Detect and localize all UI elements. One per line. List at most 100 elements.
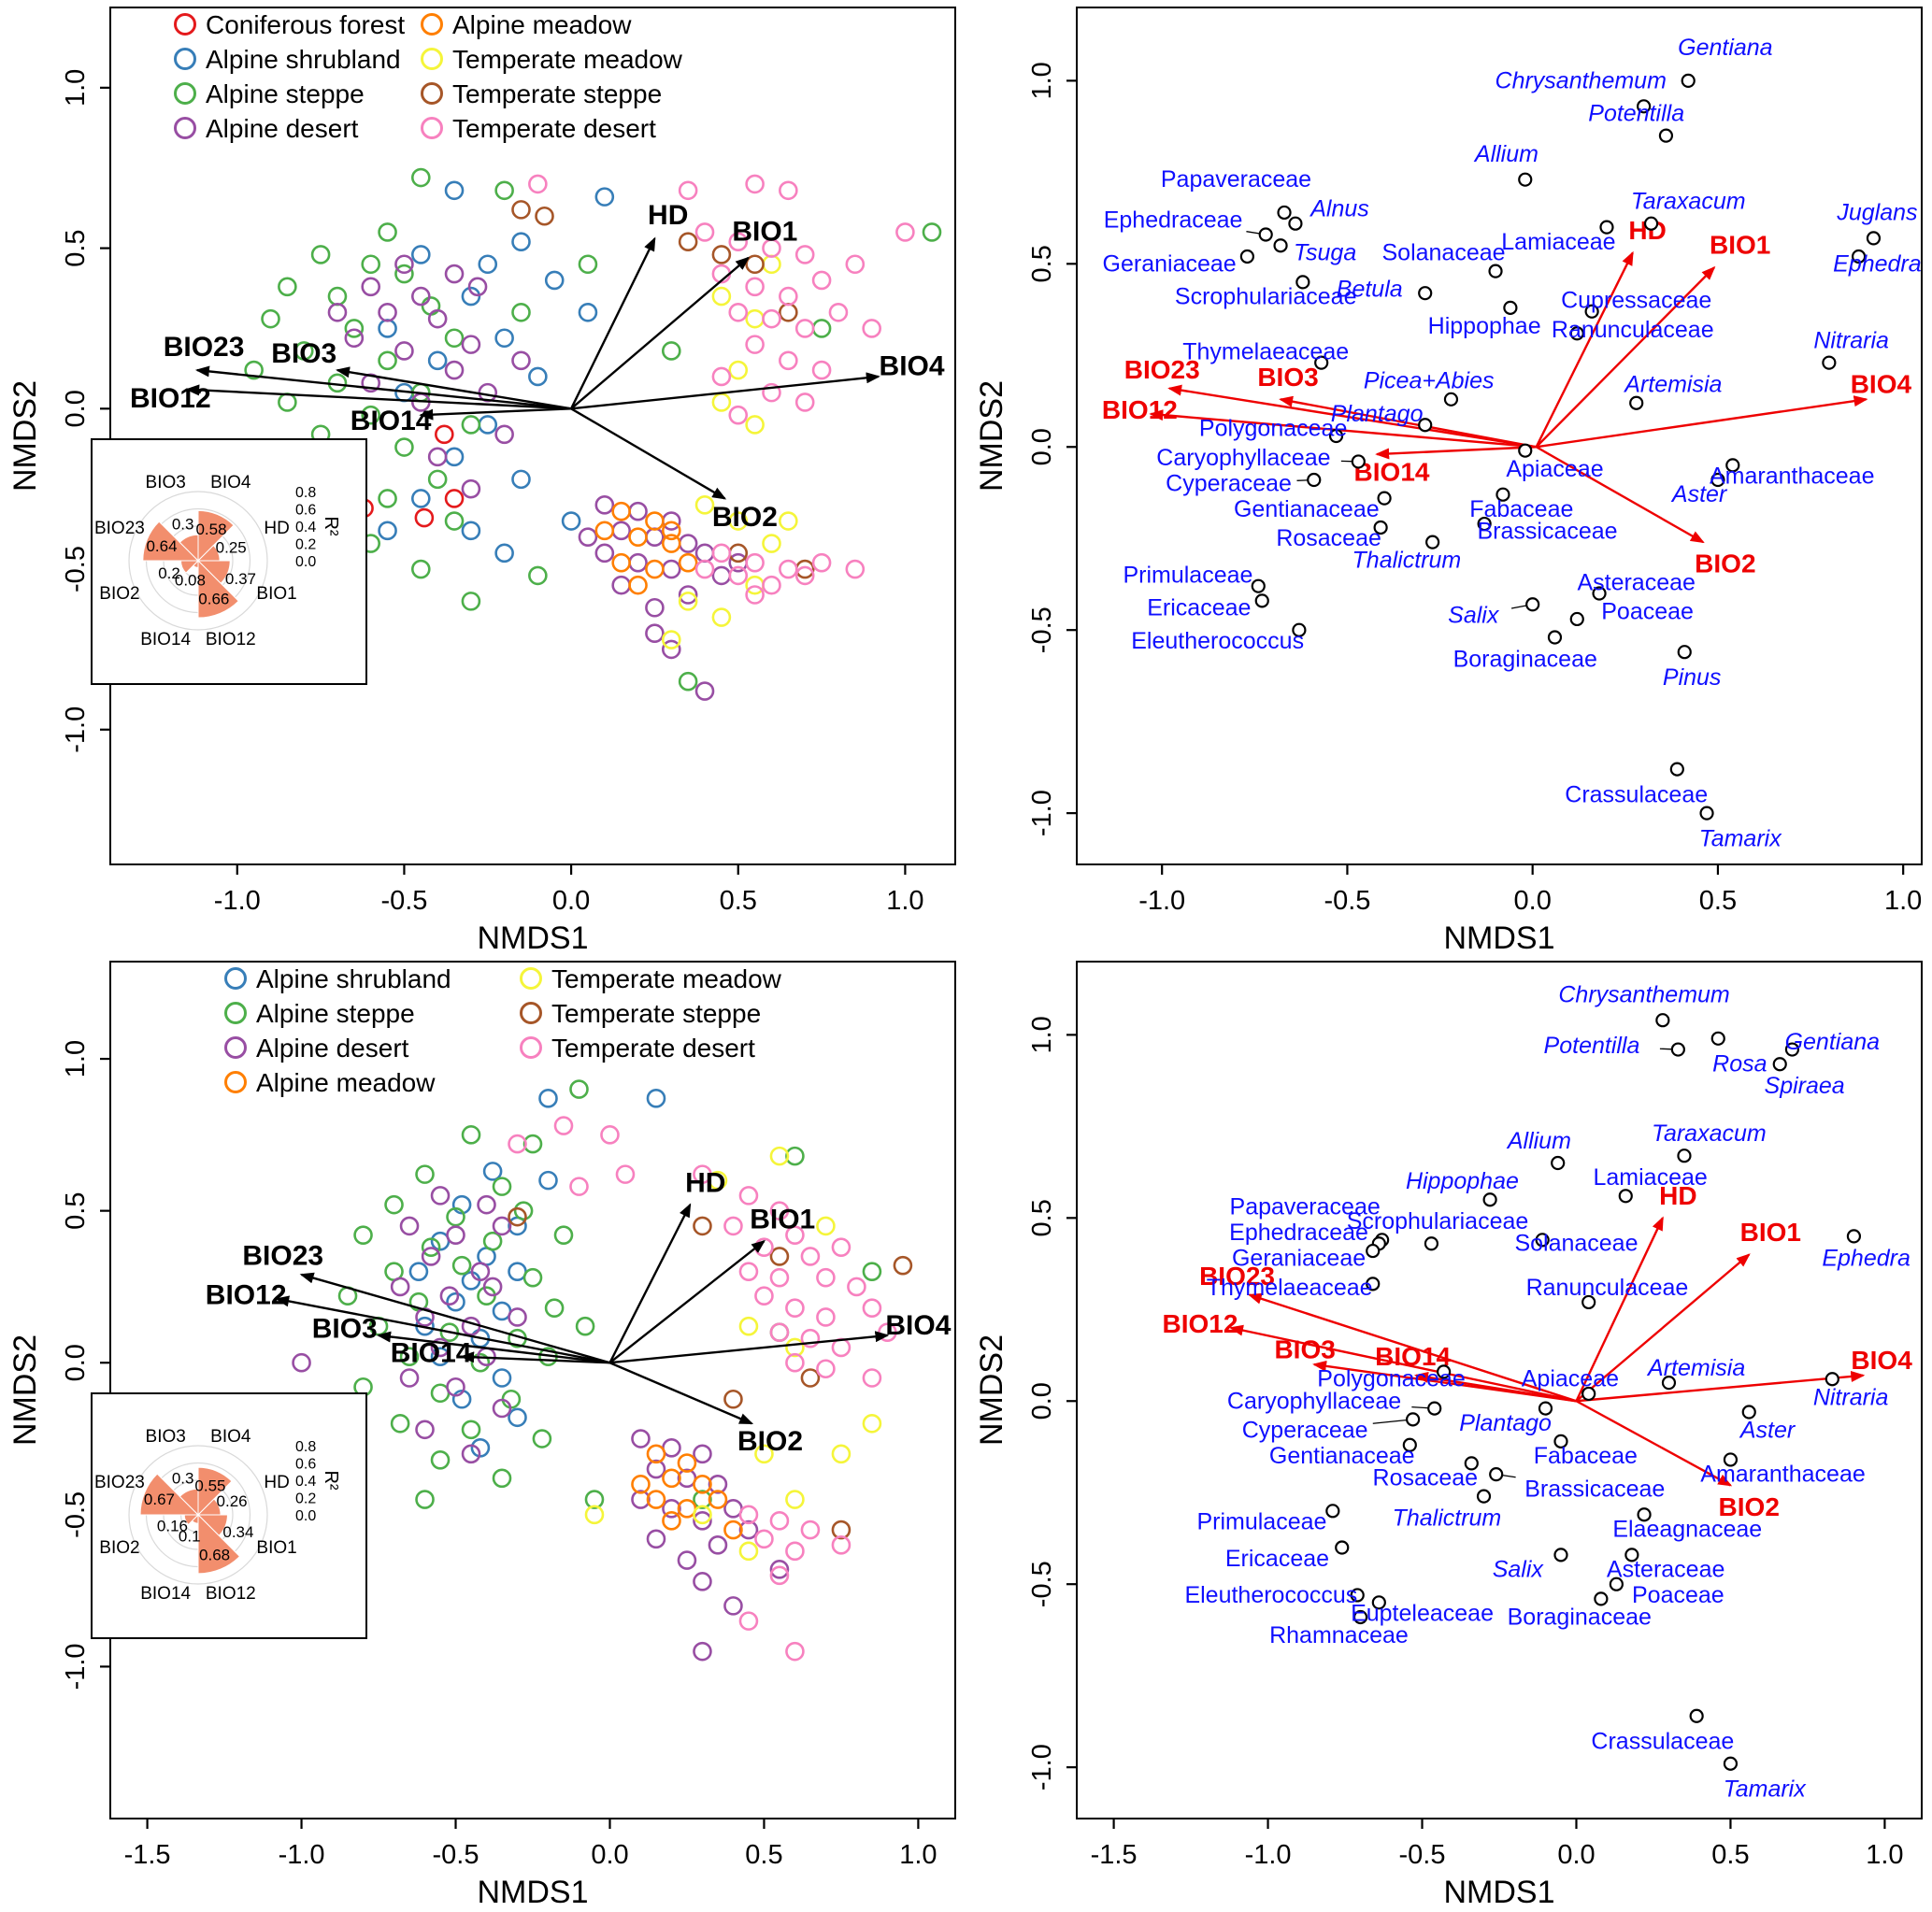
data-point bbox=[394, 264, 414, 284]
legend-label: Temperate meadow bbox=[551, 964, 782, 993]
taxon-label: Elaeagnaceae bbox=[1612, 1516, 1762, 1542]
taxon-label: Taraxacum bbox=[1631, 189, 1746, 215]
y-tick-label: 0.0 bbox=[61, 390, 91, 427]
taxon-label: Ephedra bbox=[1822, 1245, 1911, 1271]
data-point bbox=[430, 1186, 451, 1206]
env-arrow-BIO1 bbox=[1575, 1253, 1751, 1403]
rose-sector-label: BIO2 bbox=[99, 584, 139, 604]
data-point bbox=[578, 302, 598, 322]
legend-label: Temperate steppe bbox=[452, 79, 662, 108]
legend-marker bbox=[421, 82, 443, 105]
data-point bbox=[451, 1255, 472, 1276]
taxon-label: Brassicaceae bbox=[1478, 518, 1618, 544]
data-point bbox=[762, 575, 781, 595]
taxon-label: Gentianaceae bbox=[1234, 496, 1380, 522]
env-arrow-label: BIO12 bbox=[206, 1280, 287, 1311]
data-point bbox=[831, 1535, 852, 1555]
taxon-label: Crassulaceae bbox=[1591, 1729, 1734, 1755]
taxon-point bbox=[1464, 1456, 1479, 1471]
rose-sector-BIO3 bbox=[179, 534, 199, 563]
data-point bbox=[678, 552, 698, 573]
taxon-point bbox=[1846, 1229, 1862, 1244]
data-point bbox=[645, 511, 665, 531]
taxon-label: Polygonaceae bbox=[1317, 1366, 1465, 1392]
data-point bbox=[569, 1177, 589, 1196]
rose-value-label: 0.55 bbox=[194, 1477, 225, 1495]
taxon-point bbox=[1406, 1412, 1421, 1427]
taxon-point bbox=[1609, 1577, 1624, 1591]
data-point bbox=[831, 1237, 852, 1257]
data-point bbox=[378, 521, 397, 541]
taxon-label: Amaranthaceae bbox=[1700, 1462, 1866, 1488]
taxon-point bbox=[1251, 578, 1266, 593]
rose-tick-label: 0.0 bbox=[295, 1508, 316, 1524]
data-point bbox=[811, 360, 832, 380]
data-point bbox=[769, 1322, 790, 1343]
y-tick-label: -1.0 bbox=[1027, 790, 1057, 836]
y-tick-label: -1.0 bbox=[61, 706, 91, 753]
taxon-point bbox=[1503, 300, 1518, 315]
env-arrow-label: BIO3 bbox=[312, 1313, 378, 1344]
data-point bbox=[615, 1164, 636, 1184]
rose-sector-BIO4 bbox=[197, 509, 235, 563]
data-point bbox=[828, 302, 849, 322]
data-point bbox=[785, 1337, 805, 1358]
taxon-point bbox=[1643, 216, 1659, 231]
nmds-plot-top-right: -1.0 -0.5 0.0 0.5 1.0 -1.0 -0.5 0.0 0.5 1.0 NMDS1 N… bbox=[974, 7, 1923, 956]
data-point bbox=[378, 302, 397, 322]
taxon-point bbox=[1350, 1588, 1365, 1603]
taxon-point bbox=[1624, 1548, 1639, 1562]
taxon-label: Fabaceae bbox=[1534, 1443, 1638, 1469]
data-point bbox=[728, 565, 749, 586]
rose-sector-label: BIO4 bbox=[210, 473, 251, 492]
taxon-point bbox=[1377, 491, 1392, 506]
legend-marker bbox=[224, 967, 247, 990]
data-point bbox=[508, 1134, 527, 1154]
nmds-plot-top-left: -1.0 -0.5 0.0 0.5 1.0 -1.0 -0.5 0.0 0.5 1.0 NMDS1 N… bbox=[7, 7, 956, 956]
data-point bbox=[693, 1572, 712, 1591]
taxon-label: Nitraria bbox=[1813, 1384, 1889, 1410]
x-axis-title: NMDS1 bbox=[477, 1875, 588, 1907]
taxon-point bbox=[1427, 1401, 1442, 1416]
taxon-point bbox=[1292, 622, 1307, 637]
data-point bbox=[482, 1162, 503, 1181]
data-point bbox=[693, 1444, 712, 1464]
env-arrow-BIO23 bbox=[299, 1272, 610, 1364]
x-tick-label: 0.0 bbox=[1557, 1840, 1595, 1870]
data-point bbox=[738, 1611, 759, 1631]
legend-marker bbox=[174, 13, 196, 36]
rose-sector-BIO3 bbox=[179, 1488, 199, 1517]
data-point bbox=[578, 527, 598, 547]
data-point bbox=[584, 1505, 605, 1525]
data-point bbox=[444, 489, 465, 508]
x-tick-label: -0.5 bbox=[1399, 1840, 1446, 1870]
data-point bbox=[461, 478, 481, 499]
taxon-point bbox=[1547, 630, 1563, 645]
taxon-point bbox=[1295, 275, 1310, 290]
taxon-point bbox=[1581, 1294, 1596, 1310]
x-tick-label: -0.5 bbox=[433, 1840, 479, 1870]
data-point bbox=[754, 1444, 774, 1464]
env-arrow-label: BIO2 bbox=[1695, 549, 1755, 578]
data-point bbox=[435, 424, 454, 445]
taxon-point bbox=[1592, 586, 1607, 601]
y-tick-label: 0.0 bbox=[1027, 1382, 1057, 1420]
data-point bbox=[244, 360, 264, 380]
env-arrow-HD bbox=[608, 1203, 692, 1363]
data-point bbox=[678, 180, 698, 201]
data-point bbox=[922, 222, 942, 242]
taxon-label: Papaveraceae bbox=[1230, 1194, 1381, 1220]
taxon-label: Betula bbox=[1337, 277, 1403, 303]
taxon-point bbox=[1822, 355, 1837, 370]
data-point bbox=[645, 623, 665, 644]
env-arrow-label: BIO23 bbox=[242, 1240, 323, 1271]
x-tick-label: 1.0 bbox=[1866, 1840, 1903, 1870]
taxon-label: Pinus bbox=[1663, 664, 1722, 691]
taxon-point bbox=[1425, 535, 1440, 549]
taxon-label: Geraniaceae bbox=[1103, 250, 1237, 277]
taxon-label: Ephedra bbox=[1833, 250, 1922, 277]
data-point bbox=[694, 559, 715, 579]
taxon-label: Rosa bbox=[1712, 1051, 1767, 1077]
data-point bbox=[662, 1511, 681, 1531]
data-point bbox=[794, 245, 815, 264]
